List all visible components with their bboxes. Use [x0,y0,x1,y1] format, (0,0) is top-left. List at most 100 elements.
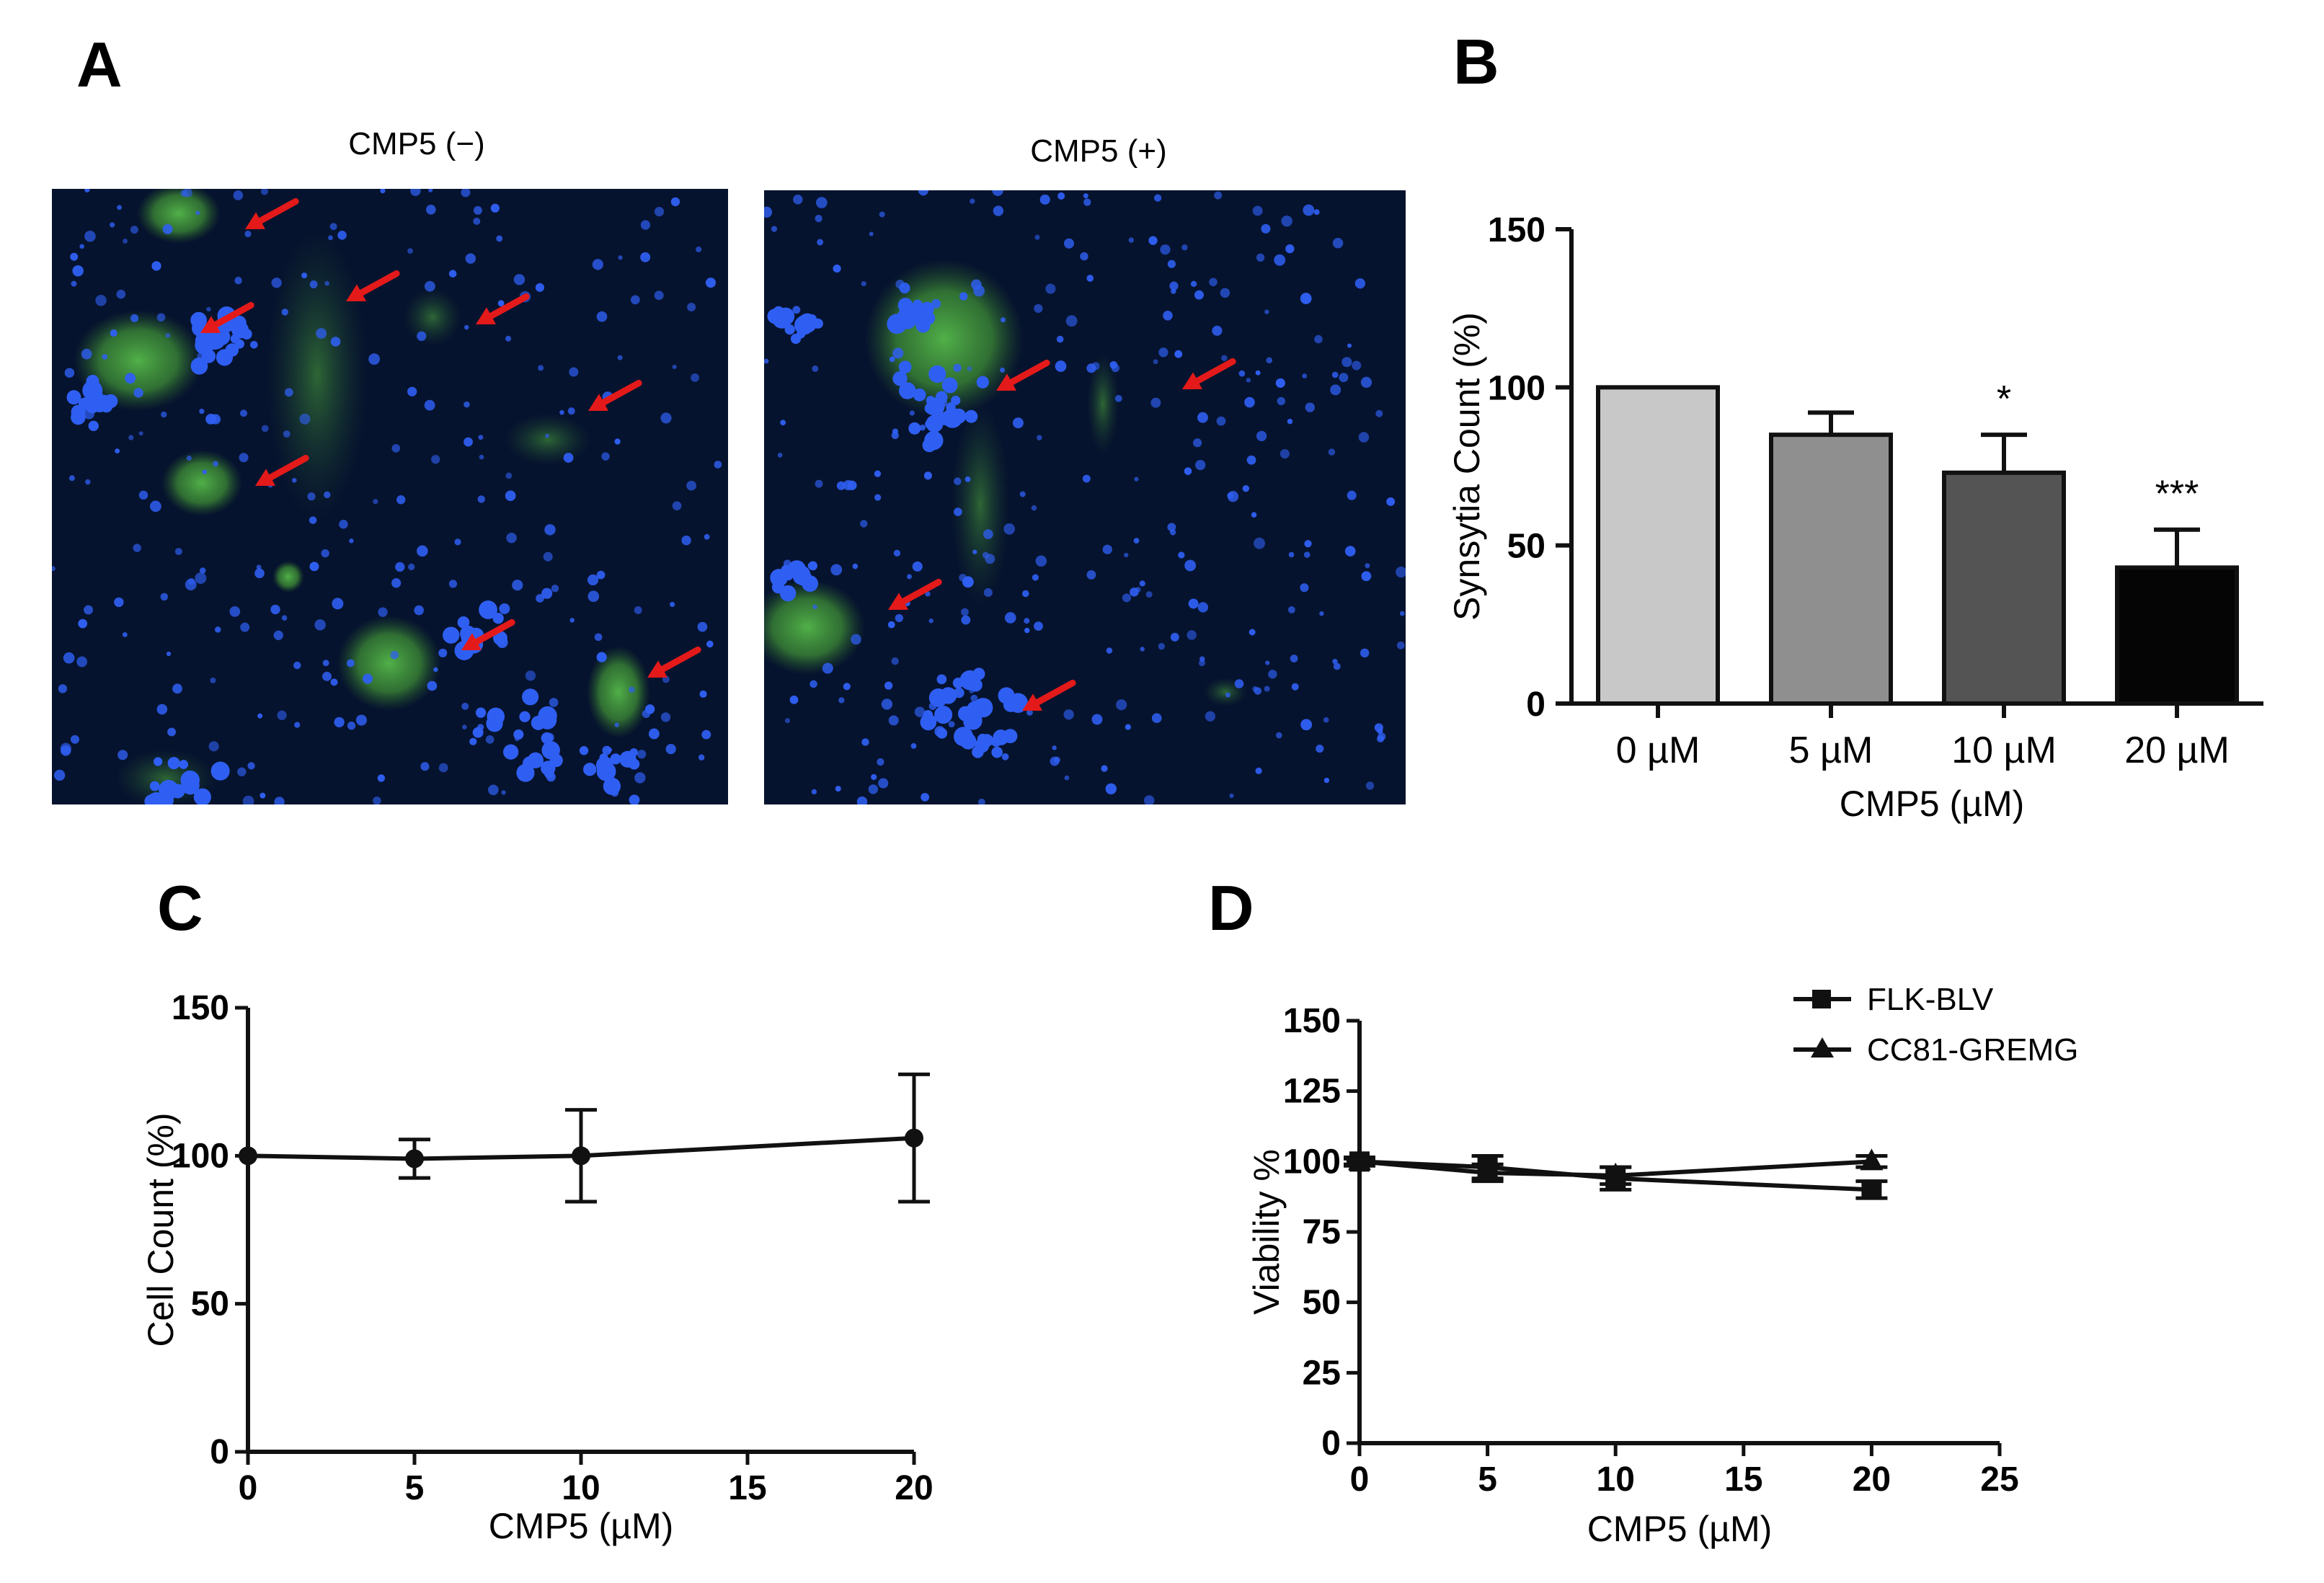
x-tick-label: 10 [562,1469,600,1507]
panel-d-letter: D [1208,872,1254,944]
arrow-cmp5-minus-9 [254,161,296,184]
y-tick-label: 100 [1488,369,1545,407]
viability-series-line-2 [1359,1159,1872,1178]
x-tick-label: 15 [728,1469,766,1507]
x-tick-label: 10 [1597,1460,1635,1499]
legend-entry-flk-blv: FLK-BLV [1867,982,1994,1017]
x-tick-label: 0 [1350,1460,1370,1499]
image-title-cmp5-plus: CMP5 (+) [1030,133,1166,169]
viability-point-triangle [1476,1159,1499,1181]
arrow-cmp5-minus-7 [466,618,515,649]
legend: FLK-BLV CC81-GREMG [1793,982,2078,1068]
panel-c: C Cell Count (%) CMP5 (µM) 0 50 100 150 0 5 10… [141,872,933,1546]
arrow-cmp5-minus-1 [250,198,299,228]
y-tick-label: 50 [1303,1284,1341,1322]
panel-c-letter: C [157,872,203,944]
y-tick-label: 100 [172,1137,229,1175]
arrow-cmp5-plus-2 [893,578,942,608]
x-axis-label: CMP5 (µM) [1587,1509,1773,1549]
y-axis-label: Synsytia Count (%) [1447,312,1487,621]
arrowhead-cmp5-plus-2 [888,593,908,610]
cell-count-series-line-1 [247,1135,915,1161]
panel-d: D Viability % CMP5 (µM) FLK-BLV CC81-GRE… [1208,872,2078,1549]
legend-marker-square [1812,990,1831,1008]
y-tick-label: 150 [1283,1002,1341,1040]
viability-point-triangle [1604,1162,1628,1184]
y-tick-label: 0 [1321,1424,1341,1463]
arrow-cmp5-plus-1 [1001,359,1050,389]
line-chart-cell-count: Cell Count (%) CMP5 (µM) 0 50 100 150 0 5 10 15… [141,989,933,1546]
x-tick-label: 15 [1724,1460,1762,1499]
x-tick-label: 20 µM [2124,730,2230,771]
viability-point-square [1861,1179,1882,1200]
y-tick-label: 75 [1303,1213,1341,1251]
arrowhead-cmp5-minus-4 [476,307,496,324]
arrow-cmp5-minus-5 [593,379,642,409]
arrowhead-cmp5-plus-1 [996,373,1016,391]
x-tick-label: 20 [895,1469,933,1507]
arrowhead-cmp5-minus-9 [245,172,265,189]
y-tick-label: 50 [191,1285,229,1323]
x-tick-label: 5 [1478,1460,1497,1499]
bar-3 [1942,470,2066,706]
bar-chart-synsytia: Synsytia Count (%) CMP5 (µM) 0 50 100 150 0 … [1447,211,2263,824]
micrograph-cmp5-plus [764,190,1406,804]
x-tick-label: 0 [239,1469,258,1507]
arrowhead-cmp5-minus-1 [245,212,265,229]
y-tick-label: 0 [210,1433,229,1471]
x-tick-label: 10 µM [1951,730,2057,771]
arrow-cmp5-plus-4 [1187,358,1236,388]
line-chart-viability: Viability % CMP5 (µM) FLK-BLV CC81-GREMG… [1246,982,2078,1549]
legend-entry-cc81-gremg: CC81-GREMG [1867,1032,2078,1068]
cell-count-point [239,1146,257,1166]
x-axis-label: CMP5 (µM) [489,1506,674,1546]
y-tick-label: 25 [1303,1354,1341,1392]
arrowhead-cmp5-plus-4 [1182,372,1202,389]
arrowhead-cmp5-plus-3 [1022,693,1042,711]
arrow-cmp5-minus-6 [260,454,309,484]
x-tick-label: 20 [1853,1460,1891,1499]
image-title-cmp5-minus: CMP5 (−) [348,126,484,161]
arrow-cmp5-minus-4 [481,293,530,323]
panel-a-letter: A [76,29,123,100]
x-tick-label: 5 [405,1469,425,1507]
x-tick-label: 5 µM [1789,730,1873,771]
x-tick-label: 25 [1980,1460,2018,1499]
significance-marker: *** [2155,474,2199,515]
arrowhead-cmp5-minus-5 [588,394,608,411]
panel-a: A CMP5 (−) CMP5 (+) [52,29,1406,804]
viability-point-triangle [1348,1148,1371,1171]
micrograph-cmp5-minus [52,161,728,804]
significance-marker: * [1997,378,2011,420]
cell-count-point [905,1128,923,1148]
arrowhead-cmp5-minus-8 [647,660,668,678]
legend-marker-triangle [1811,1037,1834,1057]
arrowhead-cmp5-minus-7 [461,633,482,650]
y-tick-label: 0 [1526,686,1545,724]
viability-point-triangle [1860,1148,1884,1171]
panel-b-letter: B [1453,26,1499,97]
arrow-cmp5-minus-3 [205,301,254,332]
arrowhead-cmp5-minus-6 [255,469,275,486]
bar-4 [2115,565,2239,706]
y-axis-label: Viability % [1246,1149,1287,1315]
arrow-cmp5-minus-2 [351,270,400,300]
arrow-cmp5-plus-3 [1027,679,1076,709]
cell-count-point [405,1149,424,1169]
arrowhead-cmp5-minus-3 [200,316,221,333]
y-axis-label: Cell Count (%) [141,1112,181,1347]
y-tick-label: 100 [1283,1143,1341,1181]
arrow-cmp5-minus-8 [652,646,701,676]
y-tick-label: 125 [1283,1073,1341,1111]
x-tick-label: 0 µM [1616,730,1700,771]
panel-b: B Synsytia Count (%) CMP5 (µM) 0 50 100 150… [1447,26,2263,824]
y-tick-label: 150 [1488,211,1545,249]
y-tick-label: 150 [172,989,229,1027]
x-axis-label: CMP5 (µM) [1840,784,2025,824]
y-tick-label: 50 [1507,528,1545,566]
bar-1 [1596,385,1720,706]
cell-count-point [572,1146,590,1166]
bar-2 [1769,433,1893,706]
arrowhead-cmp5-minus-2 [346,284,366,301]
